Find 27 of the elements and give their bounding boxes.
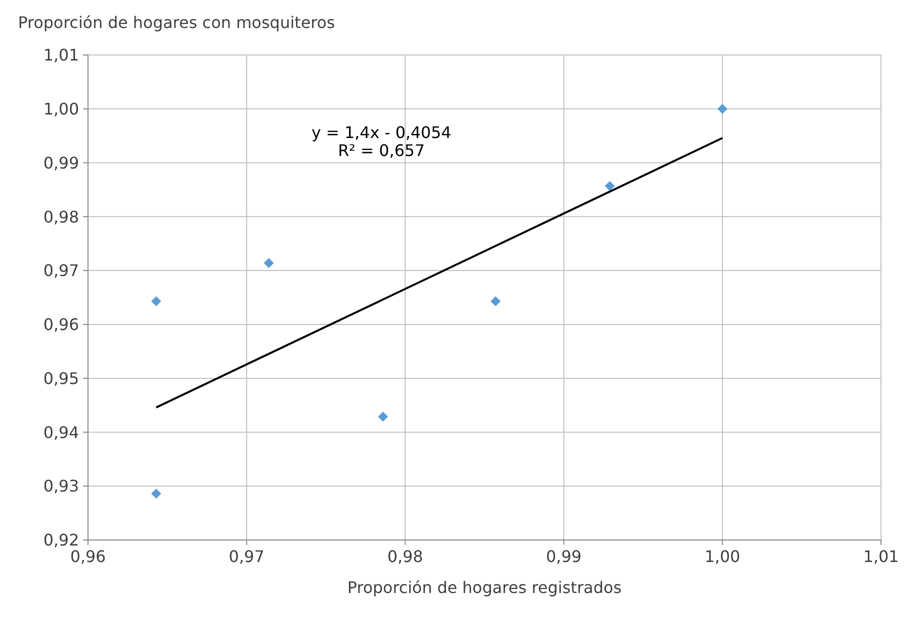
point: [151, 488, 162, 499]
x-tick-label: 0,99: [546, 547, 582, 566]
y-tick-label: 0,97: [43, 261, 79, 280]
x-tick-label: 1,01: [863, 547, 899, 566]
point: [604, 180, 615, 191]
y-tick-label: 0,95: [43, 368, 79, 388]
point: [717, 104, 728, 114]
x-tick-label: 0,98: [387, 547, 424, 566]
point: [378, 412, 388, 422]
y-tick-label: 0,98: [43, 207, 79, 226]
y-tick-label: 1,00: [43, 99, 79, 118]
y-tick-label: 0,99: [43, 153, 79, 172]
y-tick-label: 0,92: [43, 530, 79, 550]
y-tick-label: 0,96: [43, 315, 79, 334]
x-tick-label: 0,96: [70, 547, 106, 566]
x-tick-label: 1,00: [704, 547, 740, 566]
x-tick-label: 0,97: [228, 547, 264, 566]
y-tick-label: 0,93: [43, 476, 79, 496]
y-axis-title: Proporción de hogares con mosquiteros: [18, 13, 336, 32]
y-tick-label: 1,01: [43, 46, 79, 65]
point: [490, 296, 501, 306]
x-axis-title: Proporción de hogares registrados: [347, 578, 622, 597]
point: [151, 296, 162, 306]
y-tick-label: 0,94: [43, 422, 79, 442]
point: [264, 258, 274, 268]
annotation: R² = 0,657: [338, 141, 425, 160]
annotation: y = 1,4x - 0,4054: [311, 123, 452, 142]
